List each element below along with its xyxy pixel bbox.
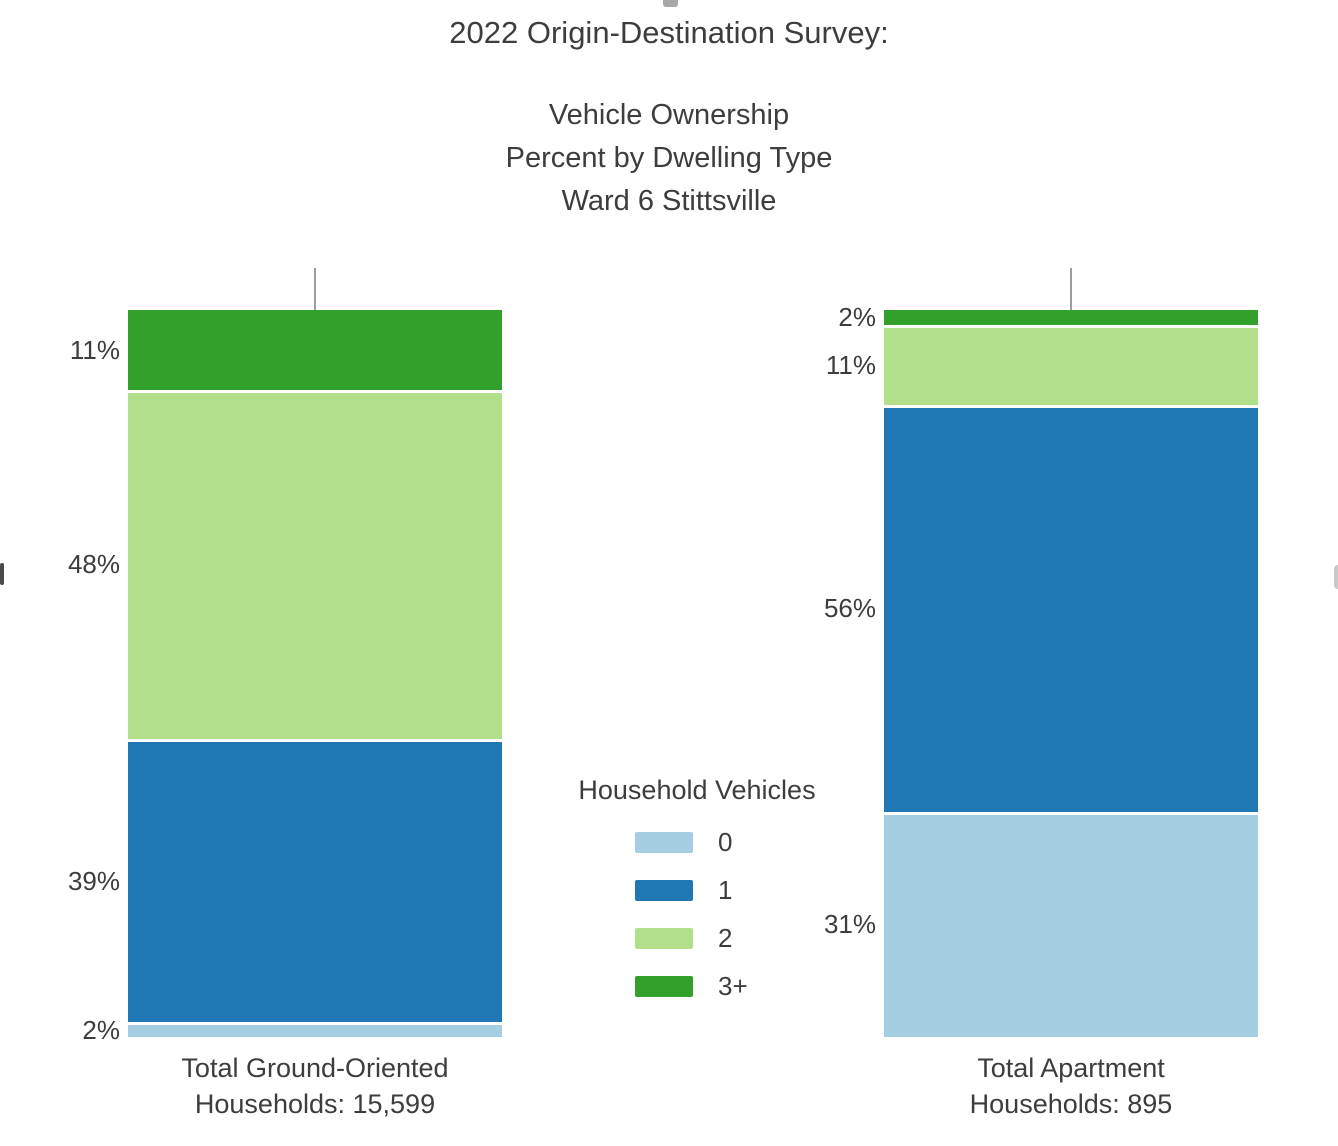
category-label-line-1: Total Ground-Oriented (181, 1053, 449, 1083)
category-label-line-2: Households: 895 (969, 1089, 1173, 1119)
segment-percent-label: 39% (67, 865, 120, 896)
legend-item-label: 2 (718, 922, 733, 953)
legend-item-label: 0 (718, 826, 733, 857)
bar-segment-1-vehicles (884, 404, 1258, 812)
bar-segment-2-vehicles (884, 324, 1258, 405)
bar-segment-1-vehicles (128, 738, 502, 1023)
percent-labels-ground-oriented: 11% 48% 39% 2% (10, 310, 120, 1045)
category-label-apartment: Total Apartment Households: 895 (884, 1050, 1258, 1122)
chart-title: 2022 Origin-Destination Survey: (449, 15, 889, 50)
legend-item-3plus: 3+ (566, 962, 828, 1010)
axis-tick-ground-oriented (314, 268, 316, 310)
chart-subtitle-line-2: Percent by Dwelling Type (505, 142, 833, 174)
legend-item-label: 3+ (718, 970, 748, 1001)
title-spacer (0, 54, 1338, 94)
legend-item-1: 1 (566, 866, 828, 914)
legend-title: Household Vehicles (578, 775, 816, 805)
segment-percent-label: 11% (825, 349, 876, 380)
category-label-line-1: Total Apartment (977, 1053, 1165, 1083)
legend-swatch-3plus (635, 975, 693, 997)
segment-percent-label: 48% (67, 549, 120, 580)
segment-percent-label: 56% (823, 593, 876, 624)
legend: Household Vehicles 0 1 2 3+ (566, 774, 828, 1010)
category-label-ground-oriented: Total Ground-Oriented Households: 15,599 (128, 1050, 502, 1122)
legend-item-2: 2 (566, 914, 828, 962)
bar-segment-2-vehicles (128, 389, 502, 739)
legend-item-0: 0 (566, 818, 828, 866)
legend-swatch-2 (635, 927, 693, 949)
cropped-edge-artifact-left (0, 563, 4, 585)
chart-title-block: 2022 Origin-Destination Survey: Vehicle … (0, 12, 1338, 223)
legend-item-label: 1 (718, 874, 733, 905)
segment-percent-label: 31% (823, 909, 876, 940)
percent-labels-apartment: 2% 11% 56% 31% (766, 302, 876, 1037)
chart-subtitle-line-3: Ward 6 Stittsville (561, 185, 777, 217)
bar-segment-3plus-vehicles (884, 310, 1258, 325)
bar-segment-0-vehicles (128, 1022, 502, 1037)
stacked-bar-ground-oriented (128, 310, 502, 1037)
cropped-edge-artifact-top (663, 0, 678, 7)
cropped-edge-artifact-right (1334, 565, 1338, 589)
category-label-line-2: Households: 15,599 (194, 1089, 436, 1119)
segment-percent-label: 11% (69, 334, 120, 365)
bar-segment-0-vehicles (884, 811, 1258, 1037)
chart-subtitle-line-1: Vehicle Ownership (548, 99, 790, 131)
legend-swatch-1 (635, 879, 693, 901)
stacked-bar-apartment (884, 310, 1258, 1037)
segment-percent-label: 2% (838, 302, 876, 333)
segment-percent-label: 2% (82, 1014, 120, 1045)
legend-swatch-0 (635, 831, 693, 853)
axis-tick-apartment (1070, 268, 1072, 310)
legend-rows: 0 1 2 3+ (566, 818, 828, 1010)
bar-segment-3plus-vehicles (128, 310, 502, 390)
